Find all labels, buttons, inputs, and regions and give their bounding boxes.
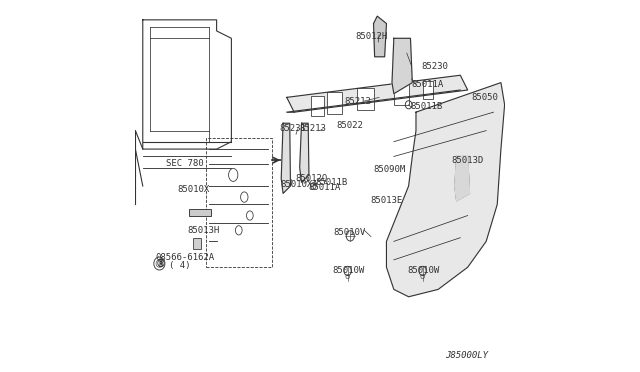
Text: ( 4): ( 4) xyxy=(168,261,190,270)
Text: 85013E: 85013E xyxy=(370,196,403,205)
Text: 85010X: 85010X xyxy=(177,185,210,194)
Bar xyxy=(328,92,342,114)
Bar xyxy=(193,238,201,249)
Text: 85011B: 85011B xyxy=(316,178,348,187)
Bar xyxy=(189,209,211,215)
Polygon shape xyxy=(455,157,470,201)
Text: 85213: 85213 xyxy=(300,124,326,133)
Polygon shape xyxy=(300,123,309,182)
Text: 85212: 85212 xyxy=(345,97,372,106)
Text: 85010XA: 85010XA xyxy=(280,180,318,189)
Text: 85231: 85231 xyxy=(280,124,307,133)
Text: 85010W: 85010W xyxy=(408,266,440,275)
Text: J85000LY: J85000LY xyxy=(445,351,488,360)
Polygon shape xyxy=(287,75,468,112)
Text: 85011A: 85011A xyxy=(308,183,340,192)
Text: 08566-6162A: 08566-6162A xyxy=(156,253,214,263)
Bar xyxy=(394,84,408,105)
Text: SEC 780: SEC 780 xyxy=(166,159,204,169)
Text: 85022: 85022 xyxy=(337,121,364,129)
Polygon shape xyxy=(387,83,504,297)
Text: 85090M: 85090M xyxy=(374,165,406,174)
Text: 85011B: 85011B xyxy=(410,102,443,111)
Text: 85013D: 85013D xyxy=(451,155,483,165)
Polygon shape xyxy=(281,123,291,193)
Bar xyxy=(311,96,324,116)
Bar xyxy=(205,138,272,267)
Polygon shape xyxy=(392,38,412,94)
Text: 85230: 85230 xyxy=(422,61,449,71)
Text: ®: ® xyxy=(156,259,165,269)
Bar xyxy=(357,88,374,110)
Text: 85011A: 85011A xyxy=(412,80,444,89)
Bar xyxy=(424,81,433,99)
Text: 85050: 85050 xyxy=(472,93,499,102)
Text: 85010W: 85010W xyxy=(333,266,365,275)
Text: 85010V: 85010V xyxy=(333,228,366,237)
Polygon shape xyxy=(374,16,387,57)
Text: 85013H: 85013H xyxy=(187,226,220,235)
Text: 85012H: 85012H xyxy=(355,32,387,41)
Text: 85012Q: 85012Q xyxy=(295,174,327,183)
